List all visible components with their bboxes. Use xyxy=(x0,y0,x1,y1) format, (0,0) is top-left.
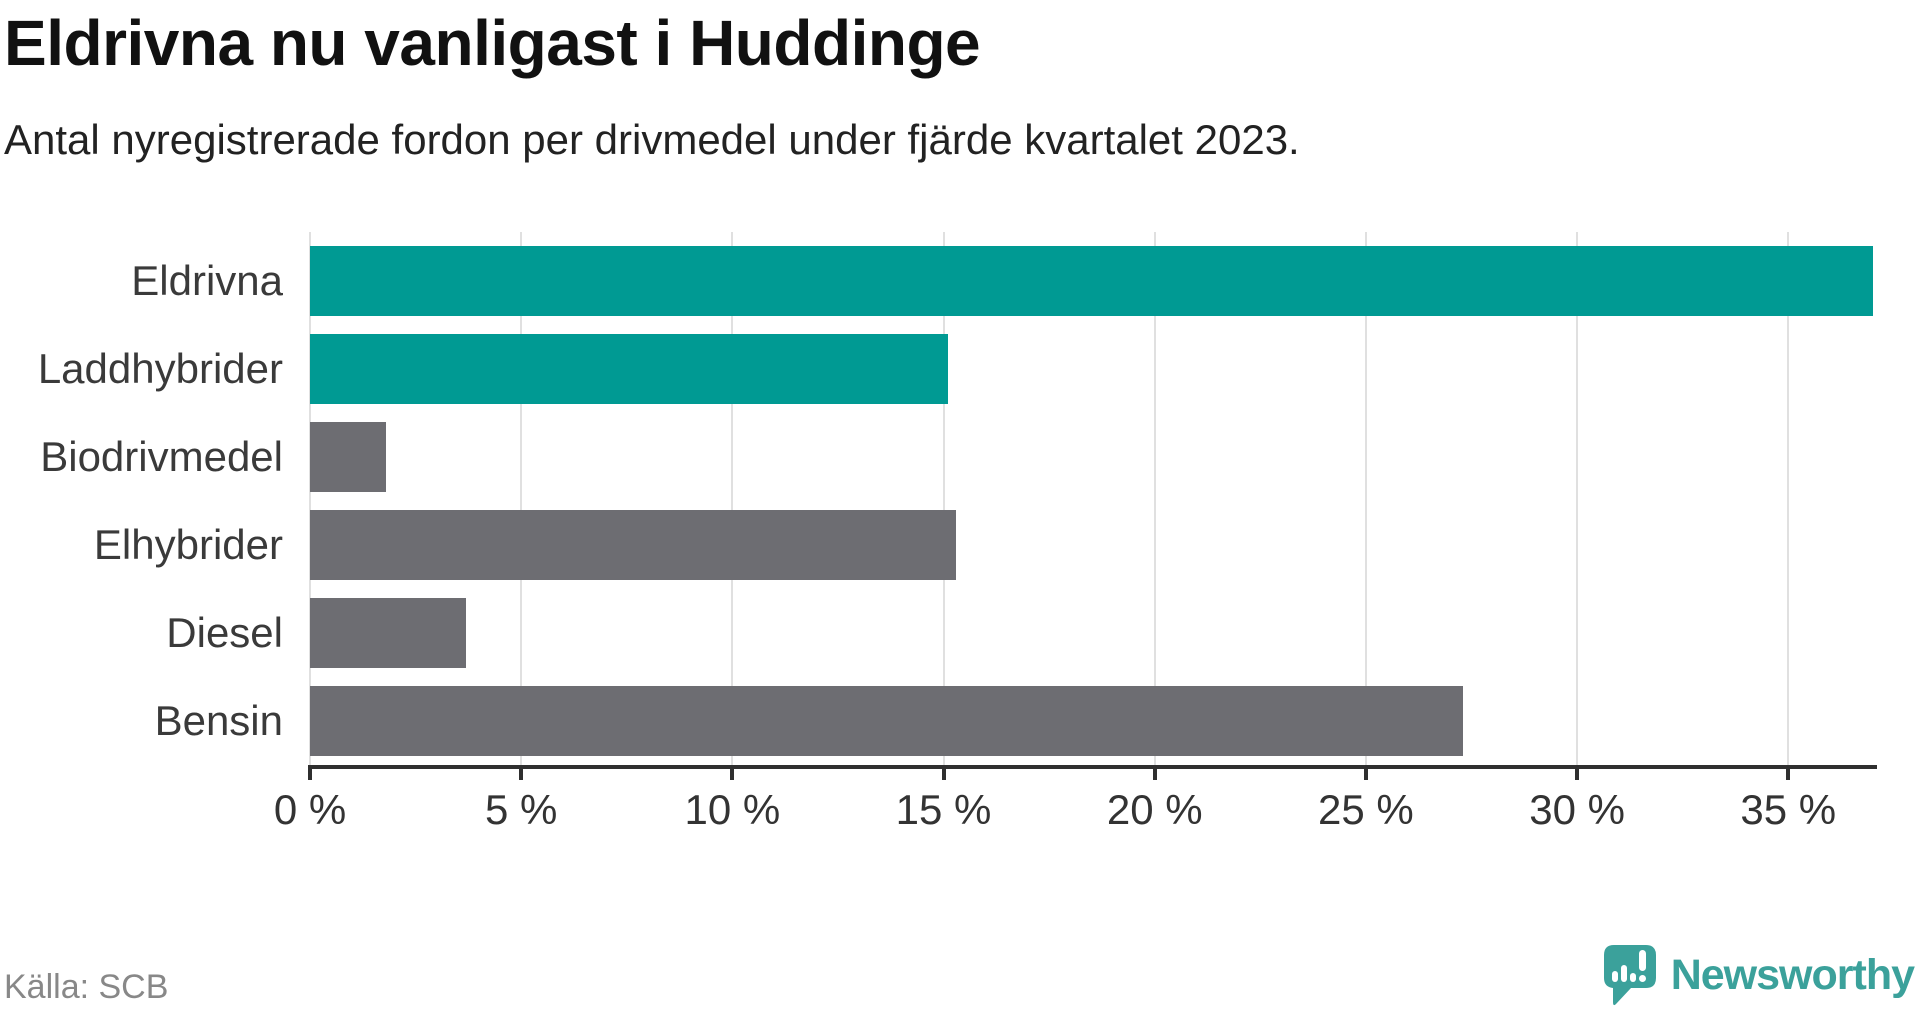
x-axis-tick xyxy=(730,765,735,780)
category-label-bensin: Bensin xyxy=(154,697,283,744)
newsworthy-logo-text: Newsworthy xyxy=(1670,950,1915,999)
x-tick-label: 25 % xyxy=(1318,786,1414,833)
x-axis-line xyxy=(310,765,1877,769)
newsworthy-logo-icon xyxy=(1603,945,1656,1006)
x-axis-tick xyxy=(941,765,946,780)
bar-elhybrider xyxy=(310,510,957,580)
x-tick-label: 0 % xyxy=(273,786,347,833)
x-tick-label: 10 % xyxy=(684,786,781,833)
x-axis-tick xyxy=(1363,765,1368,780)
bar-diesel xyxy=(310,598,467,668)
chart-title: Eldrivna nu vanligast i Huddinge xyxy=(4,7,981,79)
gridline xyxy=(520,232,523,765)
bar-bensin xyxy=(310,686,1464,756)
source-note: Källa: SCB xyxy=(4,968,169,1006)
category-label-elhybrider: Elhybrider xyxy=(93,521,283,568)
x-axis-tick xyxy=(308,765,312,780)
bar-eldrivna xyxy=(310,246,1873,316)
x-axis-tick xyxy=(1575,765,1580,780)
bar-laddhybrider xyxy=(310,334,948,404)
gridline xyxy=(942,232,945,765)
newsworthy-logo: Newsworthy xyxy=(1603,944,1915,1006)
x-tick-label: 35 % xyxy=(1740,786,1837,833)
bar-biodrivmedel xyxy=(310,422,387,492)
chart-subtitle: Antal nyregistrerade fordon per drivmede… xyxy=(4,116,1300,163)
gridline xyxy=(1576,232,1579,765)
gridline xyxy=(309,232,311,765)
gridline xyxy=(731,232,734,765)
x-tick-label: 15 % xyxy=(895,786,992,833)
category-label-biodrivmedel: Biodrivmedel xyxy=(40,433,283,480)
category-label-eldrivna: Eldrivna xyxy=(131,257,283,304)
x-tick-label: 30 % xyxy=(1529,786,1625,833)
x-axis-tick xyxy=(519,765,524,780)
x-axis-tick xyxy=(1152,765,1157,780)
category-label-laddhybrider: Laddhybrider xyxy=(37,345,283,392)
gridline xyxy=(1153,232,1156,765)
gridline xyxy=(1364,232,1367,765)
x-tick-label: 5 % xyxy=(484,786,558,833)
x-axis-tick xyxy=(1786,765,1791,780)
x-tick-label: 20 % xyxy=(1106,786,1203,833)
category-label-diesel: Diesel xyxy=(166,609,283,656)
gridline xyxy=(1787,232,1790,765)
